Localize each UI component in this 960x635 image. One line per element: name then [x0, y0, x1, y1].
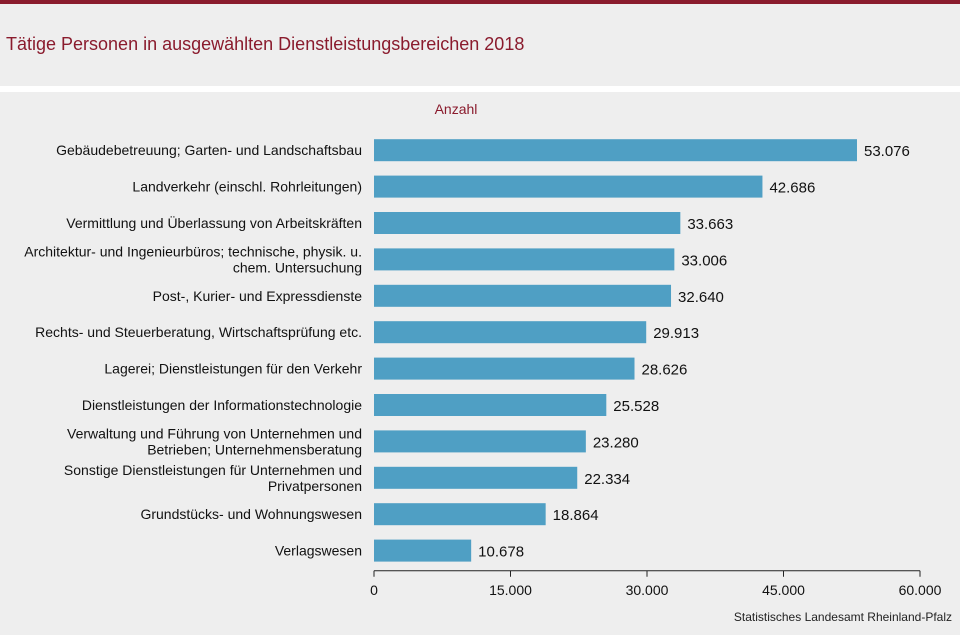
chart-title: Tätige Personen in ausgewählten Dienstle…: [6, 34, 525, 54]
bar: [374, 466, 578, 489]
bar-value-label: 29.913: [653, 325, 699, 342]
category-label: Verlagswesen: [275, 543, 362, 559]
category-label: Betrieben; Unternehmensberatung: [147, 441, 362, 457]
bar: [374, 248, 675, 271]
bar-value-label: 25.528: [613, 398, 659, 415]
bar: [374, 357, 635, 380]
bar-chart: Anzahl 53.076 Gebäudebetreuung; Garten- un…: [24, 101, 942, 598]
bar: [374, 430, 586, 453]
category-label: Landverkehr (einschl. Rohrleitungen): [132, 179, 362, 195]
bar: [374, 503, 546, 526]
x-tick-label: 0: [370, 582, 378, 598]
top-accent-bar: [0, 0, 960, 4]
bar-value-label: 22.334: [584, 471, 630, 488]
bar-value-label: 10.678: [478, 544, 524, 561]
category-label: Sonstige Dienstleistungen für Unternehme…: [64, 462, 362, 478]
category-label: Dienstleistungen der Informationstechnol…: [82, 397, 362, 413]
x-tick-label: 60.000: [899, 582, 942, 598]
category-label: Architektur- und Ingenieurbüros; technis…: [24, 243, 362, 259]
bar-value-label: 42.686: [769, 180, 815, 197]
category-label: chem. Untersuchung: [233, 259, 362, 275]
bar: [374, 284, 672, 307]
bar-value-label: 23.280: [593, 434, 639, 451]
source-label: Statistisches Landesamt Rheinland-Pfalz: [733, 610, 952, 624]
category-label: Post-, Kurier- und Expressdienste: [153, 288, 363, 304]
bar-value-label: 32.640: [678, 289, 724, 306]
category-label: Gebäudebetreuung; Garten- und Landschaft…: [56, 142, 362, 158]
bar-value-label: 53.076: [864, 143, 910, 160]
x-tick-label: 30.000: [626, 582, 669, 598]
bar: [374, 321, 647, 344]
divider: [0, 86, 960, 92]
bar: [374, 175, 763, 198]
bar-value-label: 28.626: [641, 362, 687, 379]
bar: [374, 212, 681, 234]
title-area: Tätige Personen in ausgewählten Dienstle…: [0, 4, 960, 86]
bar: [374, 539, 472, 562]
category-label: Grundstücks- und Wohnungswesen: [140, 506, 362, 522]
category-label: Vermittlung und Überlassung von Arbeitsk…: [66, 214, 362, 231]
bar-value-label: 18.864: [553, 507, 599, 524]
category-label: Lagerei; Dienstleistungen für den Verkeh…: [104, 361, 362, 377]
bar: [374, 139, 857, 162]
bar: [374, 394, 607, 416]
bar-value-label: 33.663: [687, 216, 733, 233]
x-tick-label: 15.000: [489, 582, 532, 598]
category-label: Privatpersonen: [268, 478, 362, 494]
x-tick-label: 45.000: [762, 582, 805, 598]
bar-value-label: 33.006: [681, 252, 727, 269]
chart-area: Anzahl 53.076 Gebäudebetreuung; Garten- un…: [0, 92, 960, 630]
category-label: Verwaltung und Führung von Unternehmen u…: [67, 425, 362, 441]
x-axis-label: Anzahl: [435, 101, 478, 117]
category-label: Rechts- und Steuerberatung, Wirtschaftsp…: [35, 324, 362, 340]
